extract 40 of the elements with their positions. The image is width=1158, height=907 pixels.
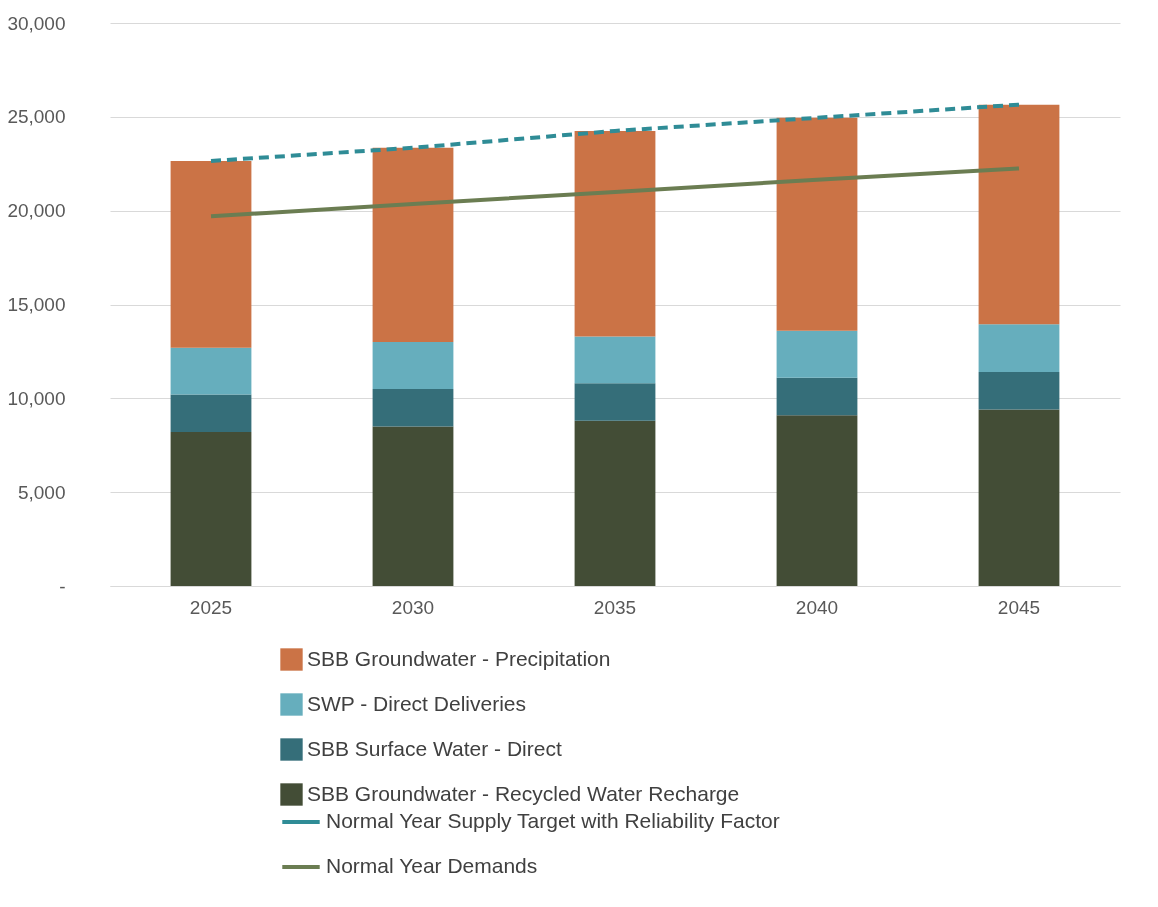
bar — [574, 336, 656, 384]
y-tick-label: 30,000 — [7, 12, 66, 34]
line-series — [209, 102, 1021, 163]
y-tick-label: 25,000 — [7, 106, 66, 128]
legend-label: SBB Surface Water - Direct — [307, 736, 562, 760]
bar — [978, 372, 1060, 410]
bar — [170, 160, 252, 348]
y-tick-label: 15,000 — [7, 294, 66, 315]
bar — [574, 420, 656, 586]
bar — [372, 426, 454, 586]
bar — [776, 330, 858, 378]
bar — [170, 394, 252, 433]
bar — [170, 432, 252, 586]
legend-label: SWP - Direct Deliveries — [307, 691, 526, 715]
bar — [978, 409, 1060, 586]
bar — [372, 388, 454, 427]
bar — [978, 324, 1060, 373]
legend-label: Normal Year Supply Target with Reliability Factor — [326, 809, 780, 832]
x-tick-label: 2025 — [189, 596, 233, 618]
x-tick-label: 2035 — [593, 596, 637, 618]
bar — [574, 130, 656, 337]
bar — [372, 147, 454, 343]
x-tick-label: 2040 — [795, 596, 839, 618]
line-series — [209, 166, 1021, 219]
bar — [776, 377, 858, 416]
legend-label: SBB Groundwater - Precipitation — [307, 646, 611, 670]
y-tick-label: 20,000 — [7, 200, 66, 222]
bar — [170, 347, 252, 395]
x-tick-label: 2030 — [391, 596, 435, 618]
bar — [978, 104, 1060, 325]
bar — [776, 415, 858, 586]
y-tick-label: 10,000 — [7, 387, 66, 409]
bar — [574, 383, 656, 421]
legend-label: Normal Year Demands — [326, 854, 538, 877]
bar — [776, 117, 858, 331]
y-tick-label: 5,000 — [17, 481, 66, 503]
bar — [372, 342, 454, 389]
y-tick-label: - — [59, 575, 66, 597]
legend-label: SBB Groundwater - Recycled Water Recharge — [307, 781, 740, 805]
x-tick-label: 2045 — [997, 596, 1041, 618]
